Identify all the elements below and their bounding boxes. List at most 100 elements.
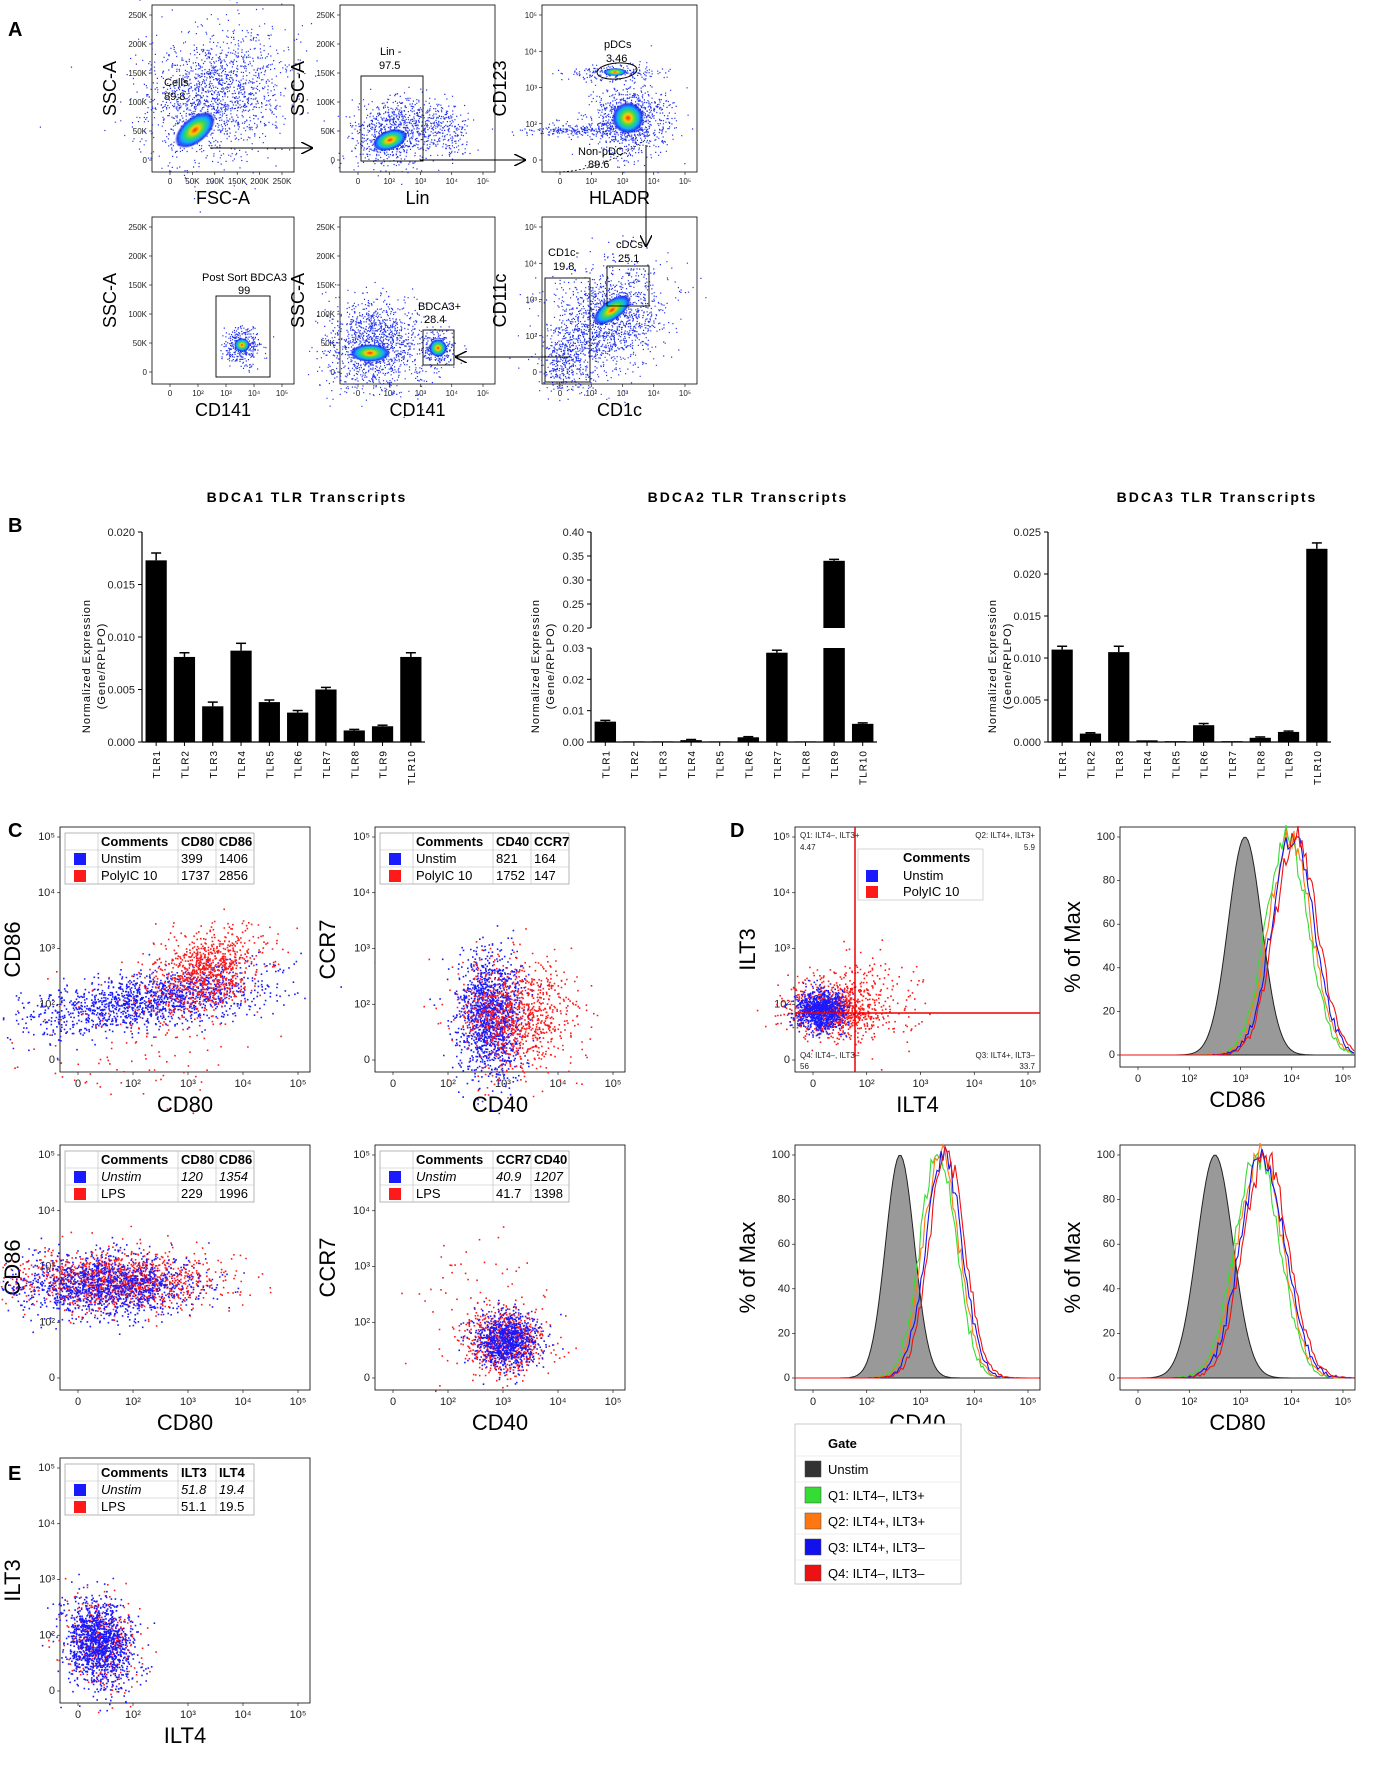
legend-box [379, 1150, 570, 1203]
legend-swatch [74, 1188, 86, 1200]
unstim-events [784, 979, 856, 1039]
y-tick-label: 0 [1109, 1372, 1115, 1384]
legend-cell: 229 [181, 1186, 203, 1201]
lin-gate [360, 75, 424, 162]
y-tick-label: 250K [128, 11, 147, 20]
y-tick-label: 150K [128, 281, 147, 290]
x-tick-label: TLR8 [1256, 750, 1267, 778]
y-tick-label: 10² [774, 998, 790, 1010]
y-tick-label: 0 [364, 1054, 370, 1066]
x-tick-label: 10² [125, 1396, 141, 1408]
gate-label: Post Sort BDCA3 [202, 272, 287, 284]
bar-TLR2 [623, 741, 645, 743]
x-tick-label: TLR1 [152, 750, 163, 778]
bar-TLR10 [851, 723, 874, 742]
legend-header: ILT4 [219, 1465, 246, 1480]
y-axis-label: Normalized Expression [81, 599, 93, 733]
x-tick-label: 0 [558, 389, 563, 398]
y-tick-label: 10⁴ [525, 259, 538, 268]
y-tick-label: 20 [1103, 1327, 1115, 1339]
gate-histogram [1120, 1151, 1355, 1379]
stim-events [423, 928, 599, 1099]
x-tick-label: TLR4 [687, 750, 698, 778]
x-tick-label: TLR2 [1086, 750, 1097, 778]
legend-cell: 1996 [219, 1186, 248, 1201]
y-tick-label: 10⁵ [38, 1149, 55, 1161]
y-tick-label: 10⁴ [353, 887, 370, 899]
x-tick-label: 10³ [415, 177, 427, 186]
x-tick-label: 10⁴ [446, 177, 459, 186]
panel-letters: A B C D E [8, 19, 744, 1485]
y-tick-label: 100K [128, 310, 147, 319]
legend-cell: 51.1 [181, 1499, 206, 1514]
y-tick-label: 100 [1097, 1149, 1115, 1161]
y-axis-label: Normalized Expression [987, 599, 999, 733]
x-tick-label: 10² [192, 389, 204, 398]
legend-header: Comments [101, 834, 168, 849]
y-tick-label: 150K [316, 281, 335, 290]
x-tick-label: 10⁵ [477, 389, 489, 398]
x-tick-label: 250K [273, 177, 292, 186]
gate-label: BDCA3+ [418, 301, 461, 313]
y-tick-label: 10³ [354, 1261, 370, 1273]
bar-TLR4 [230, 650, 252, 742]
x-tick-label: TLR6 [744, 750, 755, 778]
y-tick-label: 0.00 [563, 737, 584, 749]
x-tick-label: 10³ [415, 389, 427, 398]
bdca3-gate [422, 329, 455, 366]
x-tick-label: TLR1 [1058, 750, 1069, 778]
x-tick-label: 50K [185, 177, 200, 186]
x-tick-label: 10² [585, 389, 597, 398]
x-tick-label: 0 [558, 177, 563, 186]
y-tick-label: 60 [1103, 1238, 1115, 1250]
legend-cell: 120 [181, 1169, 203, 1184]
stim-events [775, 939, 931, 1071]
x-tick-label: TLR4 [1143, 750, 1154, 778]
bar-TLR3 [1108, 652, 1130, 742]
legend-header: Gate [828, 1436, 857, 1451]
legend-item: Q4: ILT4–, ILT3– [828, 1566, 925, 1581]
x-tick-label: TLR10 [1313, 750, 1324, 785]
pdc-density [603, 68, 627, 76]
legend-table: Comments CCR7 CD40 Unstim 40.9 1207 LPS 41.7 139… [379, 1150, 570, 1203]
legend-cell: Unstim [101, 851, 141, 866]
x-tick-label: 10² [859, 1396, 875, 1408]
x-tick-label: 10² [383, 389, 395, 398]
x-tick-label: TLR9 [830, 750, 841, 778]
x-tick-label: 0 [810, 1396, 816, 1408]
legend-table: Comments ILT3 ILT4 Unstim 51.8 19.4 LPS 51.1 19.… [64, 1463, 255, 1516]
x-tick-label: 10³ [1233, 1073, 1249, 1085]
x-tick-label: 10³ [1233, 1396, 1249, 1408]
scatter-plot-e1: 0 10² 10³ 10⁴ 10⁵010²10³10⁴10⁵ILT4ILT3Commen… [0, 1457, 311, 1748]
plot-frame [151, 216, 295, 385]
y-tick-label: 100K [316, 310, 335, 319]
y-tick-label: 10⁴ [38, 1205, 55, 1217]
x-tick-label: 10² [125, 1078, 141, 1090]
y-tick-label: 200K [128, 40, 147, 49]
x-tick-label: TLR5 [716, 750, 727, 778]
legend-cell: 19.4 [219, 1482, 244, 1497]
x-tick-label: 10⁴ [446, 389, 459, 398]
x-tick-label: TLR4 [237, 750, 248, 778]
bar-TLR8 [794, 741, 817, 743]
postsort-density [234, 338, 250, 352]
lin-density [372, 128, 408, 152]
y-axis-label: (Gene/RPLPO) [1002, 623, 1014, 710]
x-tick-label: 10⁵ [605, 1396, 622, 1408]
legend-swatch [389, 1171, 401, 1183]
x-tick-label: 10⁴ [248, 389, 261, 398]
y-tick-label: 0.02 [563, 674, 584, 686]
cd1cneg-events [528, 319, 598, 402]
y-axis-label: CCR7 [315, 920, 340, 980]
legend-swatch [804, 1538, 822, 1556]
y-axis-label: ILT3 [735, 928, 760, 970]
x-tick-label: TLR3 [1115, 750, 1126, 778]
x-tick-label: 10⁵ [276, 389, 288, 398]
scatter-plot-c3: 010²10³10⁴10⁵010²10³10⁴10⁵CD80CD86Commen… [0, 1144, 311, 1435]
y-tick-label: 80 [1103, 875, 1115, 887]
plot-frame [339, 4, 496, 173]
y-tick-label: 10² [39, 1316, 55, 1328]
plot-frame [541, 4, 698, 173]
legend-header: Comments [416, 1152, 483, 1167]
y-tick-label: 0.30 [563, 575, 584, 587]
